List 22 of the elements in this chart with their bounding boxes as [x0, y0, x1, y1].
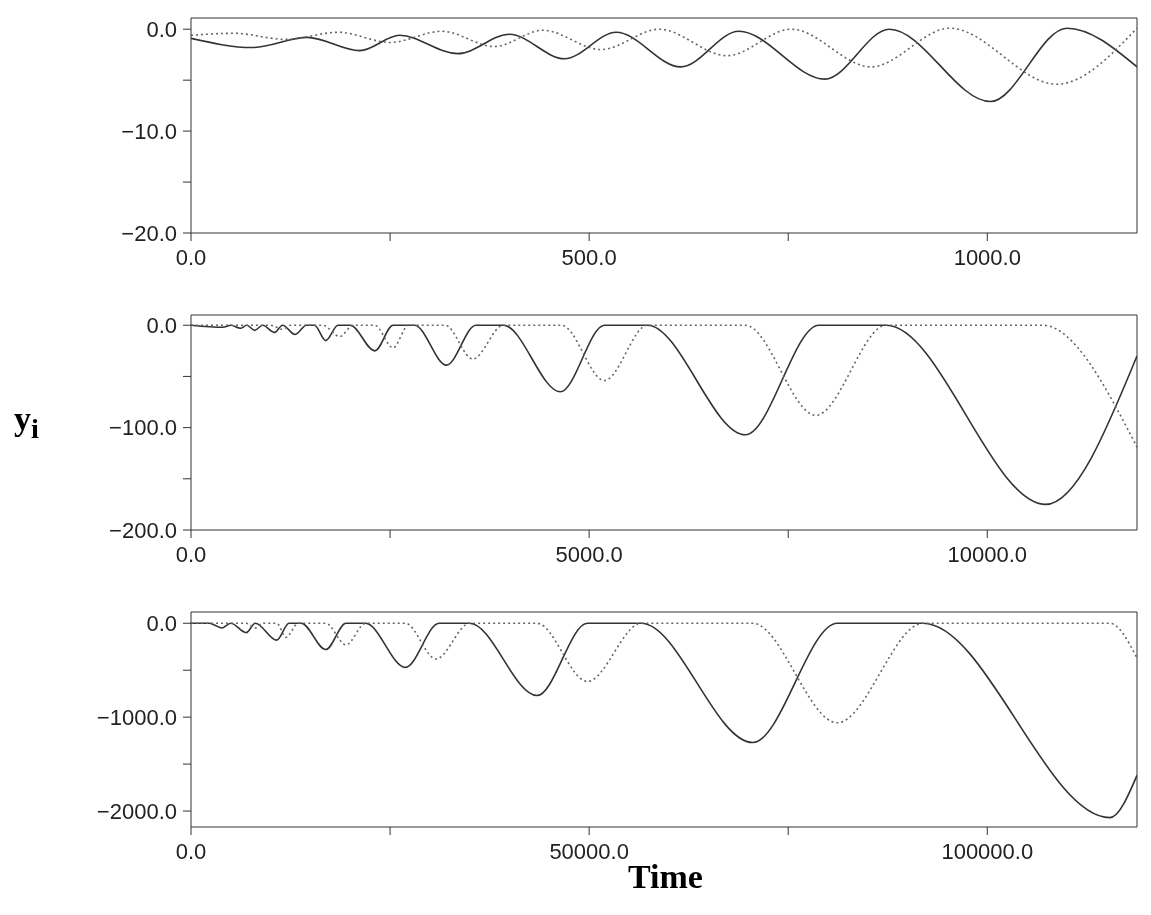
y-tick-label: −100.0 [109, 415, 177, 441]
y-tick-label: 0.0 [146, 17, 177, 43]
x-tick-label: 5000.0 [555, 541, 623, 567]
line-series [191, 622, 1137, 724]
x-tick-label: 100000.0 [941, 838, 1034, 864]
y-tick-label: 0.0 [146, 313, 177, 339]
y-tick-label: 0.0 [146, 611, 177, 637]
x-tick-label: 0.0 [175, 541, 207, 567]
y-axis-title: y$_{i}$ [14, 400, 39, 445]
y-tick-label: −200.0 [109, 517, 177, 543]
y-tick-label: −2000.0 [96, 798, 177, 824]
x-tick-label: 0.0 [175, 244, 207, 270]
x-tick-label: 50000.0 [549, 838, 629, 864]
x-tick-label: 0.0 [175, 838, 207, 864]
x-tick-label: 1000.0 [953, 244, 1021, 270]
y-tick-label: −10.0 [121, 118, 177, 144]
x-tick-label: 500.0 [561, 244, 617, 270]
x-axis-title: Time [628, 858, 703, 895]
y-tick-label: −1000.0 [96, 704, 177, 730]
line-series [191, 27, 1137, 86]
x-tick-label: 10000.0 [947, 541, 1028, 567]
y-tick-label: −20.0 [121, 220, 177, 246]
